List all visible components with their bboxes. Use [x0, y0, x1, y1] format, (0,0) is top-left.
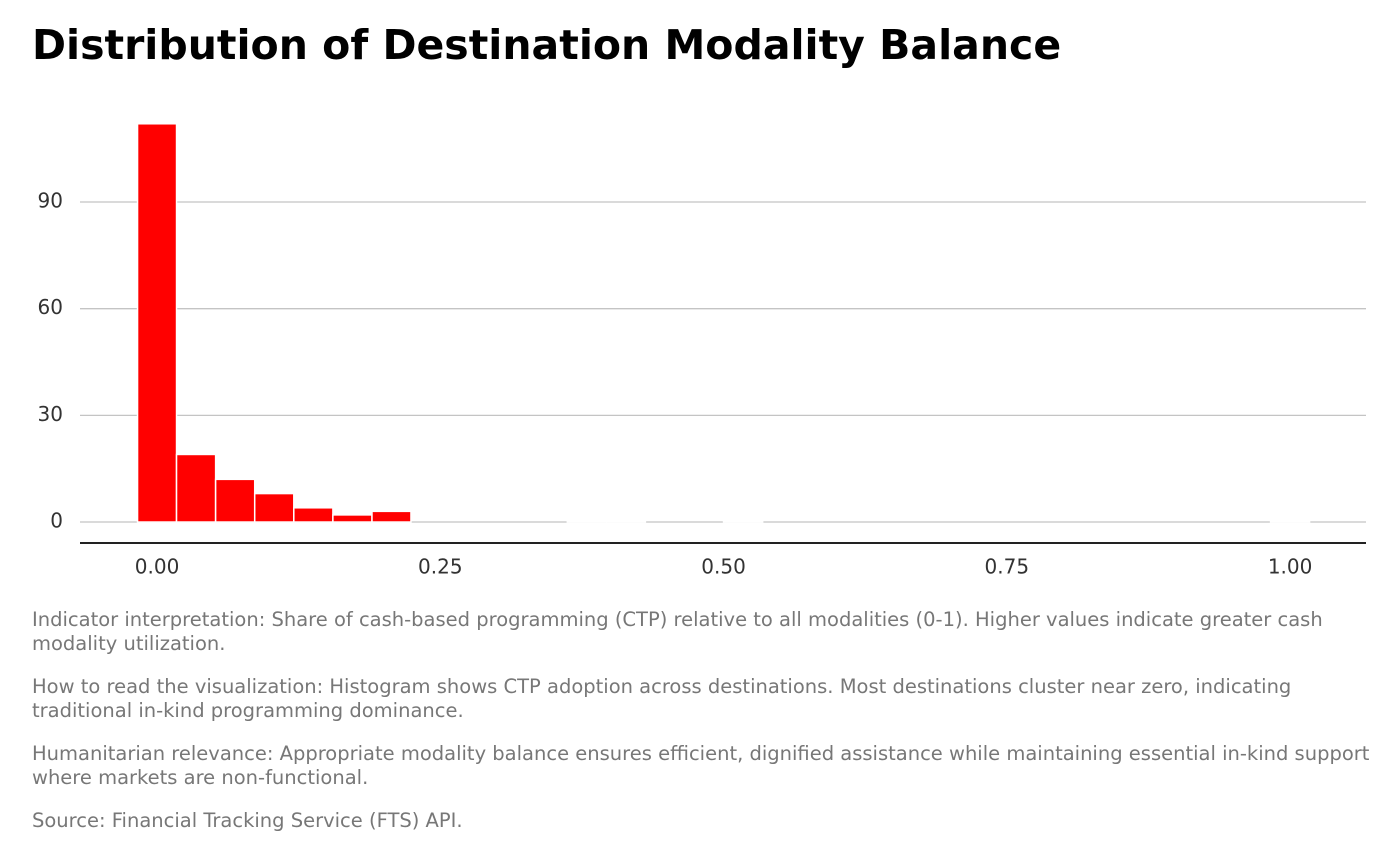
bar	[293, 507, 334, 523]
x-tick-label: 0.75	[985, 555, 1030, 579]
note: Humanitarian relevance: Appropriate moda…	[32, 742, 1370, 789]
x-tick-label: 0.50	[701, 555, 746, 579]
x-tick-label: 0.25	[418, 555, 463, 579]
notes: Indicator interpretation: Share of cash-…	[32, 608, 1372, 852]
note: How to read the visualization: Histogram…	[32, 675, 1292, 722]
note: Indicator interpretation: Share of cash-…	[32, 608, 1323, 655]
x-tick-label: 0.00	[135, 555, 180, 579]
bar	[175, 453, 217, 523]
y-tick-label: 60	[38, 295, 63, 319]
note: Source: Financial Tracking Service (FTS)…	[32, 809, 463, 832]
bar	[136, 123, 178, 523]
y-tick-label: 90	[38, 189, 63, 213]
bar	[1269, 520, 1311, 523]
bar	[253, 492, 295, 523]
bar	[371, 510, 412, 523]
chart: Distribution of Destination Modality Bal…	[32, 21, 1366, 579]
bar	[722, 520, 764, 523]
bar	[566, 520, 608, 523]
bar	[214, 478, 256, 523]
chart-title: Distribution of Destination Modality Bal…	[32, 21, 1061, 69]
y-tick-label: 0	[50, 509, 63, 533]
y-tick-label: 30	[38, 402, 63, 426]
bar	[332, 514, 373, 523]
x-tick-label: 1.00	[1268, 555, 1313, 579]
bar	[605, 520, 647, 523]
